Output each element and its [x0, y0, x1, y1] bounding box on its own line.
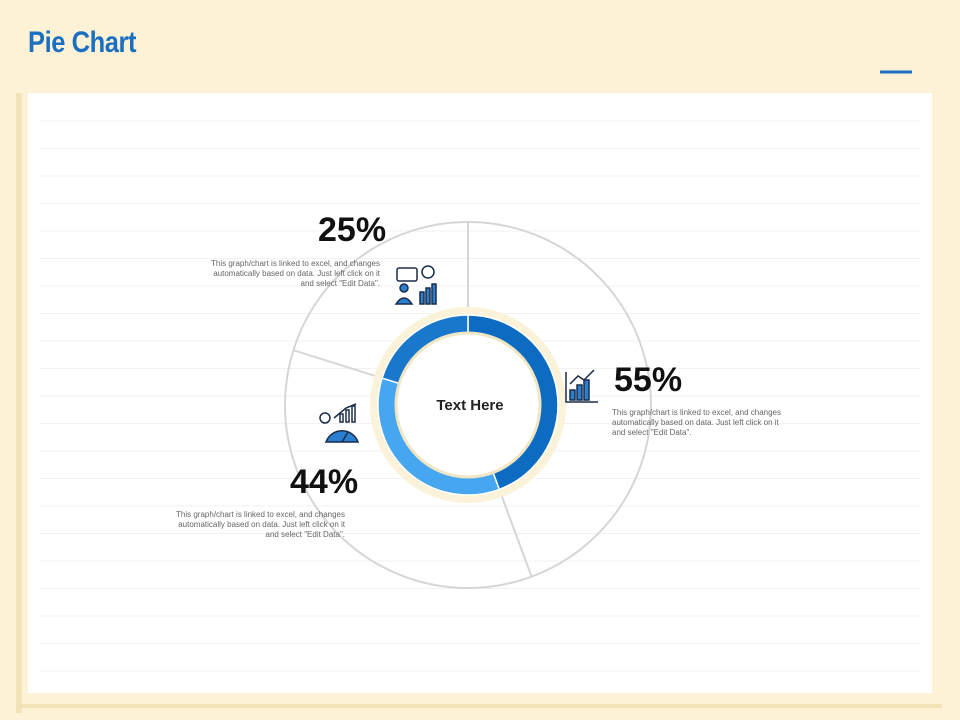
slide-title: Pie Chart	[28, 26, 137, 59]
icon-finance	[319, 403, 360, 443]
divider	[293, 349, 375, 377]
description: This graph/chart is linked to excel, and…	[176, 510, 345, 539]
hole	[394, 331, 542, 479]
value-label: 44%	[290, 463, 358, 501]
dividers	[293, 222, 533, 577]
icon-growth	[565, 369, 598, 403]
center-text: Text Here	[436, 397, 503, 414]
description: This graph/chart is linked to excel, and…	[211, 259, 380, 288]
bottom-stripe	[22, 704, 942, 708]
left-stripe	[16, 93, 22, 713]
description: This graph/chart is linked to excel, and…	[612, 408, 781, 437]
icon-team	[394, 265, 437, 305]
value-label: 55%	[614, 361, 682, 399]
divider	[501, 496, 533, 577]
value-label: 25%	[318, 211, 386, 249]
